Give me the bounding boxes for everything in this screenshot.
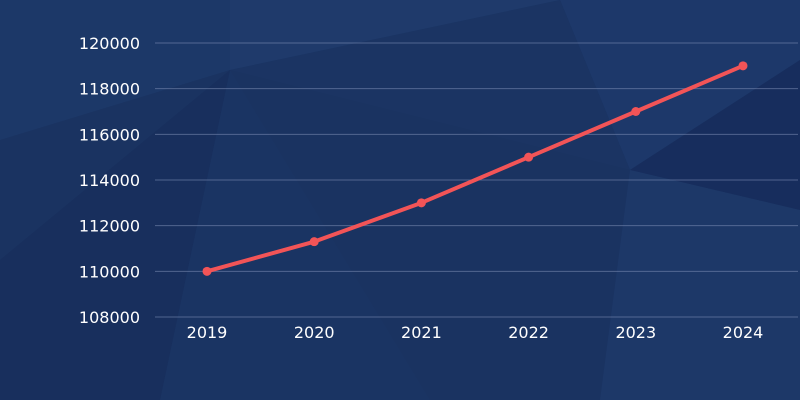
y-tick-label: 108000	[79, 308, 140, 327]
data-point-2022	[524, 152, 534, 162]
y-tick-label: 118000	[79, 80, 140, 99]
data-point-2019	[202, 266, 212, 276]
data-points	[202, 61, 748, 276]
x-tick-label: 2024	[723, 323, 764, 342]
data-point-2023	[631, 107, 641, 116]
x-axis-ticks: 2019 2020 2021 2022 2023 2024	[187, 323, 764, 342]
x-tick-label: 2020	[294, 323, 335, 342]
data-point-2021	[416, 198, 426, 208]
x-tick-label: 2022	[508, 323, 549, 342]
x-tick-label: 2023	[615, 323, 656, 342]
data-point-2024	[738, 61, 748, 71]
x-tick-label: 2019	[187, 323, 228, 342]
y-axis-ticks: 120000 118000 116000 114000 112000 110000 1080…	[79, 34, 140, 327]
y-tick-label: 120000	[79, 34, 140, 53]
y-tick-label: 116000	[79, 125, 140, 144]
y-tick-label: 114000	[79, 171, 140, 190]
data-point-2020	[309, 237, 319, 247]
x-tick-label: 2021	[401, 323, 442, 342]
series-line-group	[205, 63, 745, 274]
y-tick-label: 110000	[79, 262, 140, 281]
series-line	[205, 63, 745, 274]
y-tick-label: 112000	[79, 217, 140, 236]
